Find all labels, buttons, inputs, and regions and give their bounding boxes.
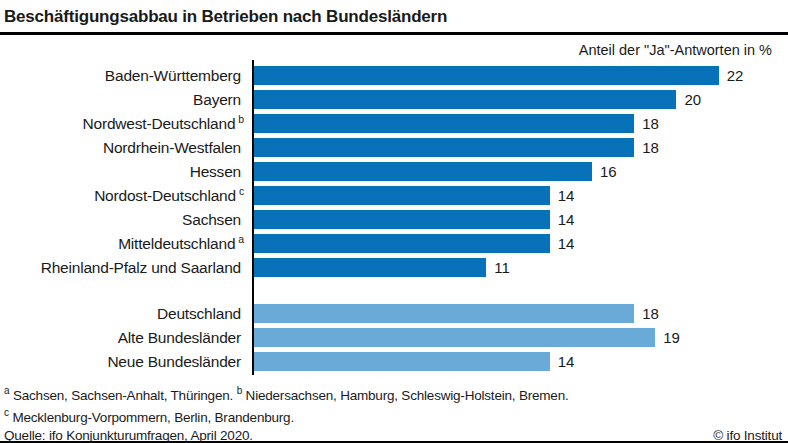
- chart-row: Alte Bundesländer 19: [4, 325, 782, 349]
- bar-track: 14: [252, 234, 782, 253]
- bar: [254, 328, 655, 347]
- bar: [254, 186, 550, 205]
- category-axis-line: [252, 60, 254, 375]
- bar: [254, 114, 634, 133]
- category-label: Rheinland-Pfalz und Saarland: [4, 257, 252, 277]
- value-label: 14: [558, 353, 575, 370]
- bar: [254, 258, 486, 277]
- bar: [254, 90, 676, 109]
- value-label: 20: [684, 91, 701, 108]
- chart-row: Deutschland 18: [4, 301, 782, 325]
- bar: [254, 66, 719, 85]
- bar: [254, 304, 634, 323]
- chart-row: Nordost-Deutschlandc 14: [4, 183, 782, 207]
- value-label: 14: [558, 187, 575, 204]
- category-label: Nordost-Deutschlandc: [4, 185, 252, 205]
- value-label: 16: [600, 163, 617, 180]
- chart-row: Mitteldeutschlanda 14: [4, 231, 782, 255]
- chart-title: Beschäftigungsabbau in Betrieben nach Bu…: [0, 0, 788, 32]
- chart-row: Neue Bundesländer 14: [4, 349, 782, 373]
- category-label: Nordrhein-Westfalen: [4, 137, 252, 157]
- bar-track: 18: [252, 304, 782, 323]
- value-label: 18: [642, 115, 659, 132]
- category-label: Deutschland: [4, 303, 252, 323]
- value-label: 19: [663, 329, 680, 346]
- chart-row: Bayern 20: [4, 87, 782, 111]
- chart-row: Baden-Württemberg 22: [4, 63, 782, 87]
- bar-track: 14: [252, 352, 782, 371]
- bar: [254, 162, 592, 181]
- chart-row: Hessen 16: [4, 159, 782, 183]
- group-separator: [4, 279, 782, 301]
- bar-track: 19: [252, 328, 782, 347]
- value-label: 14: [558, 235, 575, 252]
- bar-track: 22: [252, 66, 782, 85]
- chart-row: Nordrhein-Westfalen 18: [4, 135, 782, 159]
- bar: [254, 352, 550, 371]
- bar: [254, 138, 634, 157]
- category-label: Nordwest-Deutschlandb: [4, 113, 252, 133]
- bar: [254, 234, 550, 253]
- footnote-line-2: c Mecklenburg-Vorpommern, Berlin, Brande…: [4, 404, 782, 426]
- chart-row: Nordwest-Deutschlandb 18: [4, 111, 782, 135]
- category-label: Baden-Württemberg: [4, 65, 252, 85]
- value-axis-label: Anteil der "Ja"-Antworten in %: [0, 35, 788, 62]
- category-label: Sachsen: [4, 209, 252, 229]
- category-label: Hessen: [4, 161, 252, 181]
- bar-track: 18: [252, 138, 782, 157]
- bar-track: 16: [252, 162, 782, 181]
- bar-chart: Baden-Württemberg 22 Bayern 20 Nordwest-…: [4, 63, 782, 373]
- value-label: 11: [494, 259, 510, 276]
- bar-track: 14: [252, 186, 782, 205]
- bar-track: 18: [252, 114, 782, 133]
- category-label: Mitteldeutschlanda: [4, 233, 252, 253]
- value-label: 22: [727, 67, 744, 84]
- category-label: Bayern: [4, 89, 252, 109]
- bar: [254, 210, 550, 229]
- footnotes: a Sachsen, Sachsen-Anhalt, Thüringen. b …: [4, 382, 782, 425]
- footnote-line-1: a Sachsen, Sachsen-Anhalt, Thüringen. b …: [4, 382, 782, 404]
- chart-row: Sachsen 14: [4, 207, 782, 231]
- category-label: Alte Bundesländer: [4, 327, 252, 347]
- bar-track: 14: [252, 210, 782, 229]
- value-label: 14: [558, 211, 575, 228]
- value-label: 18: [642, 305, 659, 322]
- category-label: Neue Bundesländer: [4, 351, 252, 371]
- value-label: 18: [642, 139, 659, 156]
- bar-track: 20: [252, 90, 782, 109]
- bar-track: 11: [252, 258, 782, 277]
- chart-row: Rheinland-Pfalz und Saarland 11: [4, 255, 782, 279]
